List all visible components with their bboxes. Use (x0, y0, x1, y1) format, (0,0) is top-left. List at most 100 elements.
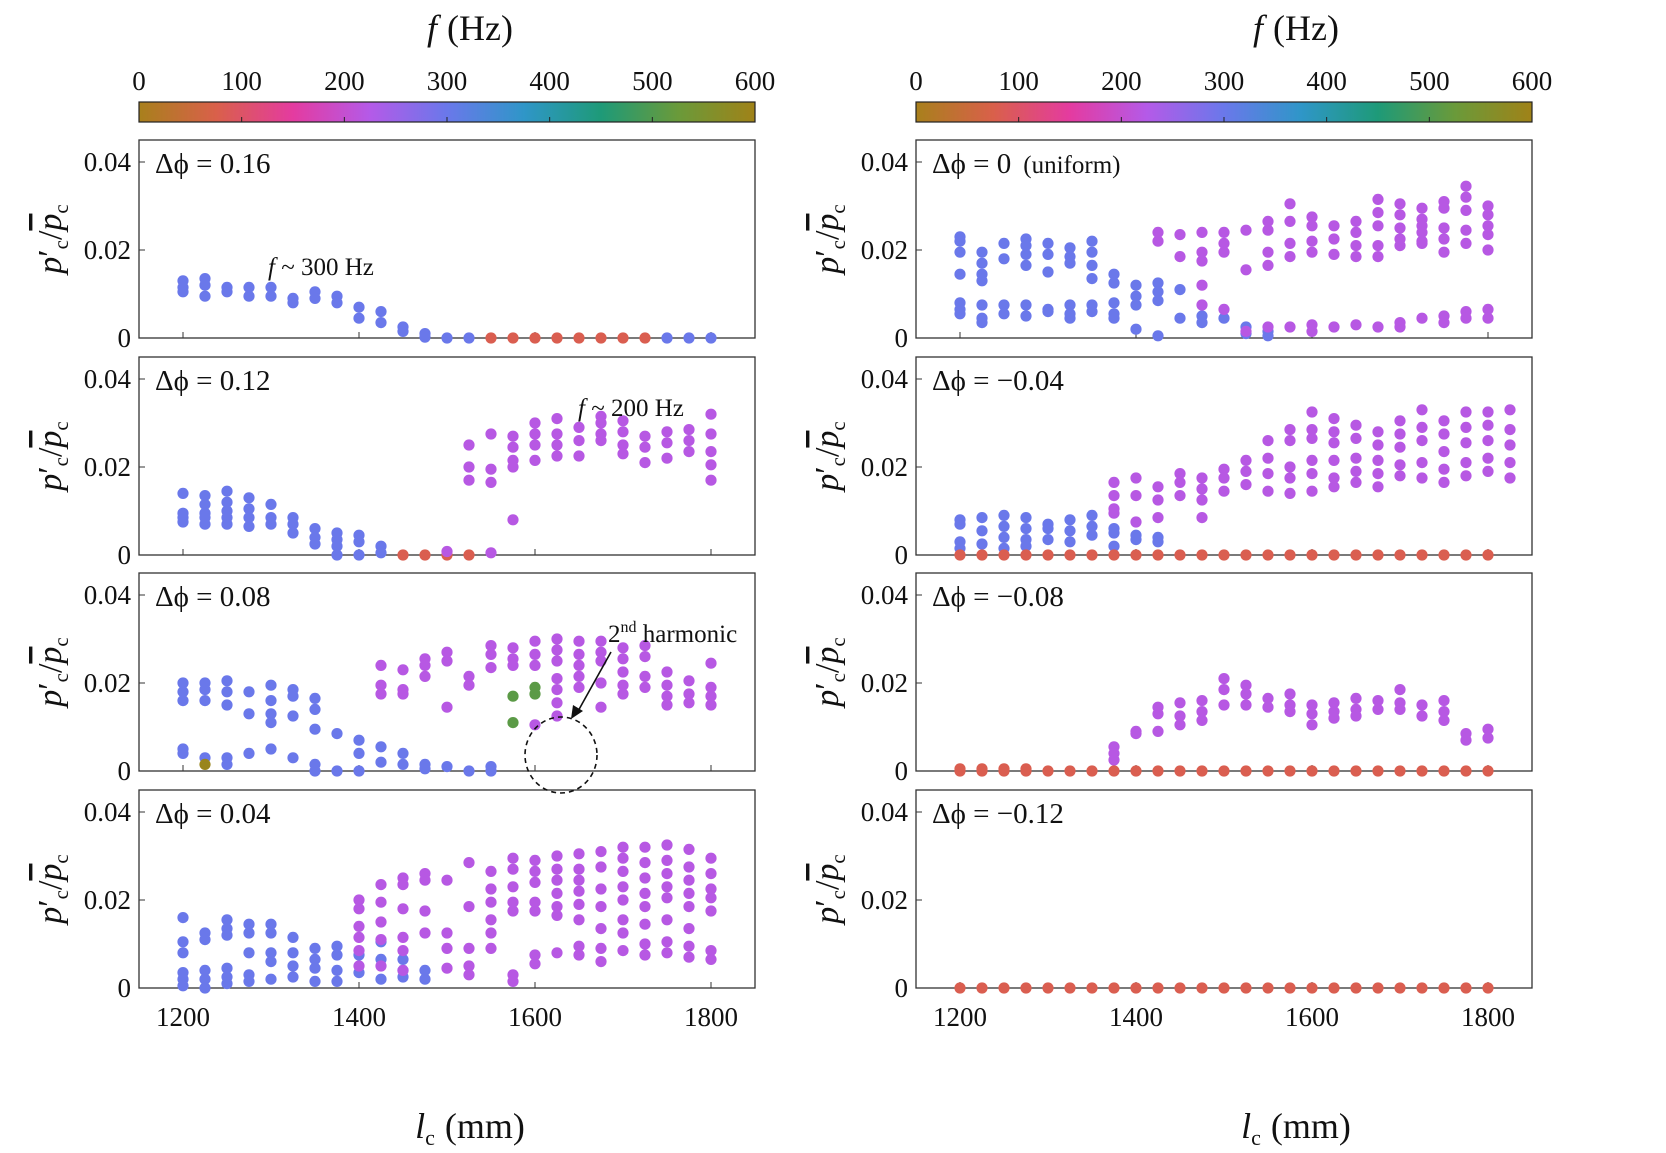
data-point (1174, 982, 1186, 994)
data-point (507, 690, 519, 702)
data-point (976, 257, 988, 269)
data-point (617, 945, 629, 957)
data-point (199, 695, 211, 707)
data-point (573, 670, 585, 683)
data-point (998, 509, 1010, 521)
data-point (551, 644, 563, 656)
data-point (221, 978, 233, 990)
data-point (1350, 251, 1362, 263)
data-point (595, 901, 607, 913)
data-point (1482, 419, 1494, 431)
data-point (375, 317, 387, 329)
y-axis-label-part: c (826, 240, 850, 249)
data-point (1108, 268, 1120, 280)
y-axis-label-part: c (826, 421, 850, 430)
data-point (287, 518, 299, 530)
colorbar-tick-label: 300 (427, 66, 468, 96)
panel-label: Δϕ = 0.08 (155, 581, 271, 613)
data-point (463, 474, 475, 486)
data-point (1240, 765, 1252, 777)
data-point (353, 734, 365, 746)
data-point (1372, 193, 1384, 205)
data-point (287, 947, 299, 959)
y-axis-label-part: ′ (809, 899, 846, 906)
data-point (243, 492, 255, 504)
data-point (976, 246, 988, 258)
data-point (1086, 982, 1098, 994)
y-tick-label: 0 (895, 540, 909, 570)
x-axis-label-right: lc (mm) (1241, 1106, 1351, 1150)
data-point (1416, 312, 1428, 324)
data-point (1460, 204, 1472, 216)
data-point (397, 953, 409, 966)
data-point (441, 332, 453, 344)
y-axis-label-part: / (32, 880, 69, 890)
data-point (1372, 321, 1384, 333)
data-point (1042, 306, 1054, 318)
data-point (976, 982, 988, 994)
data-point (265, 717, 277, 729)
data-point (1042, 266, 1054, 278)
data-point (529, 876, 541, 889)
data-point (375, 934, 387, 946)
y-axis-label-part: ′ (32, 249, 69, 256)
y-axis-label-part: / (809, 230, 846, 240)
data-point (1152, 765, 1164, 777)
data-point (1174, 719, 1186, 731)
panel-label: Δϕ = 0.12 (155, 365, 271, 397)
data-point (617, 841, 629, 853)
panel-label-value: 0.12 (220, 365, 271, 397)
x-tick-label: 1600 (508, 1002, 562, 1032)
data-point (1306, 719, 1318, 731)
data-point (1416, 202, 1428, 214)
data-point (1460, 224, 1472, 236)
data-point (1482, 465, 1494, 477)
data-point (705, 428, 717, 440)
data-point (1482, 220, 1494, 232)
data-point (617, 914, 629, 926)
data-point (485, 942, 497, 955)
data-point (1328, 712, 1340, 724)
data-point (1416, 226, 1428, 238)
y-axis-label: p′c/pc (32, 637, 73, 709)
data-point (683, 874, 695, 886)
data-point (1086, 273, 1098, 285)
data-point (1152, 286, 1164, 298)
data-point (1416, 982, 1428, 994)
y-axis-label-part: / (32, 663, 69, 673)
data-point (1064, 242, 1076, 254)
data-point (1438, 476, 1450, 488)
panel-label-value: −0.04 (997, 365, 1065, 397)
data-point (529, 896, 541, 908)
data-point (1196, 706, 1208, 718)
data-point (309, 942, 321, 955)
data-series (177, 273, 717, 344)
data-point (1372, 549, 1384, 561)
data-point (1262, 259, 1274, 271)
data-point (1306, 325, 1318, 337)
data-point (617, 865, 629, 878)
y-axis-label: p′c/pc (809, 854, 850, 926)
data-point (1196, 695, 1208, 707)
data-point (976, 538, 988, 550)
data-point (639, 857, 651, 869)
data-point (1372, 439, 1384, 451)
data-point (309, 765, 321, 777)
data-point (1328, 413, 1340, 425)
data-point (1218, 673, 1230, 685)
data-point (1064, 982, 1076, 994)
data-point (705, 446, 717, 458)
data-point (1328, 697, 1340, 709)
data-point (1196, 299, 1208, 311)
data-point (1152, 295, 1164, 307)
data-point (353, 747, 365, 760)
data-point (976, 549, 988, 561)
data-point (1262, 224, 1274, 236)
data-point (1174, 697, 1186, 709)
data-point (221, 699, 233, 711)
data-point (661, 854, 673, 867)
data-point (1174, 468, 1186, 480)
data-point (1042, 982, 1054, 994)
data-point (1064, 536, 1076, 548)
data-point (1328, 549, 1340, 561)
